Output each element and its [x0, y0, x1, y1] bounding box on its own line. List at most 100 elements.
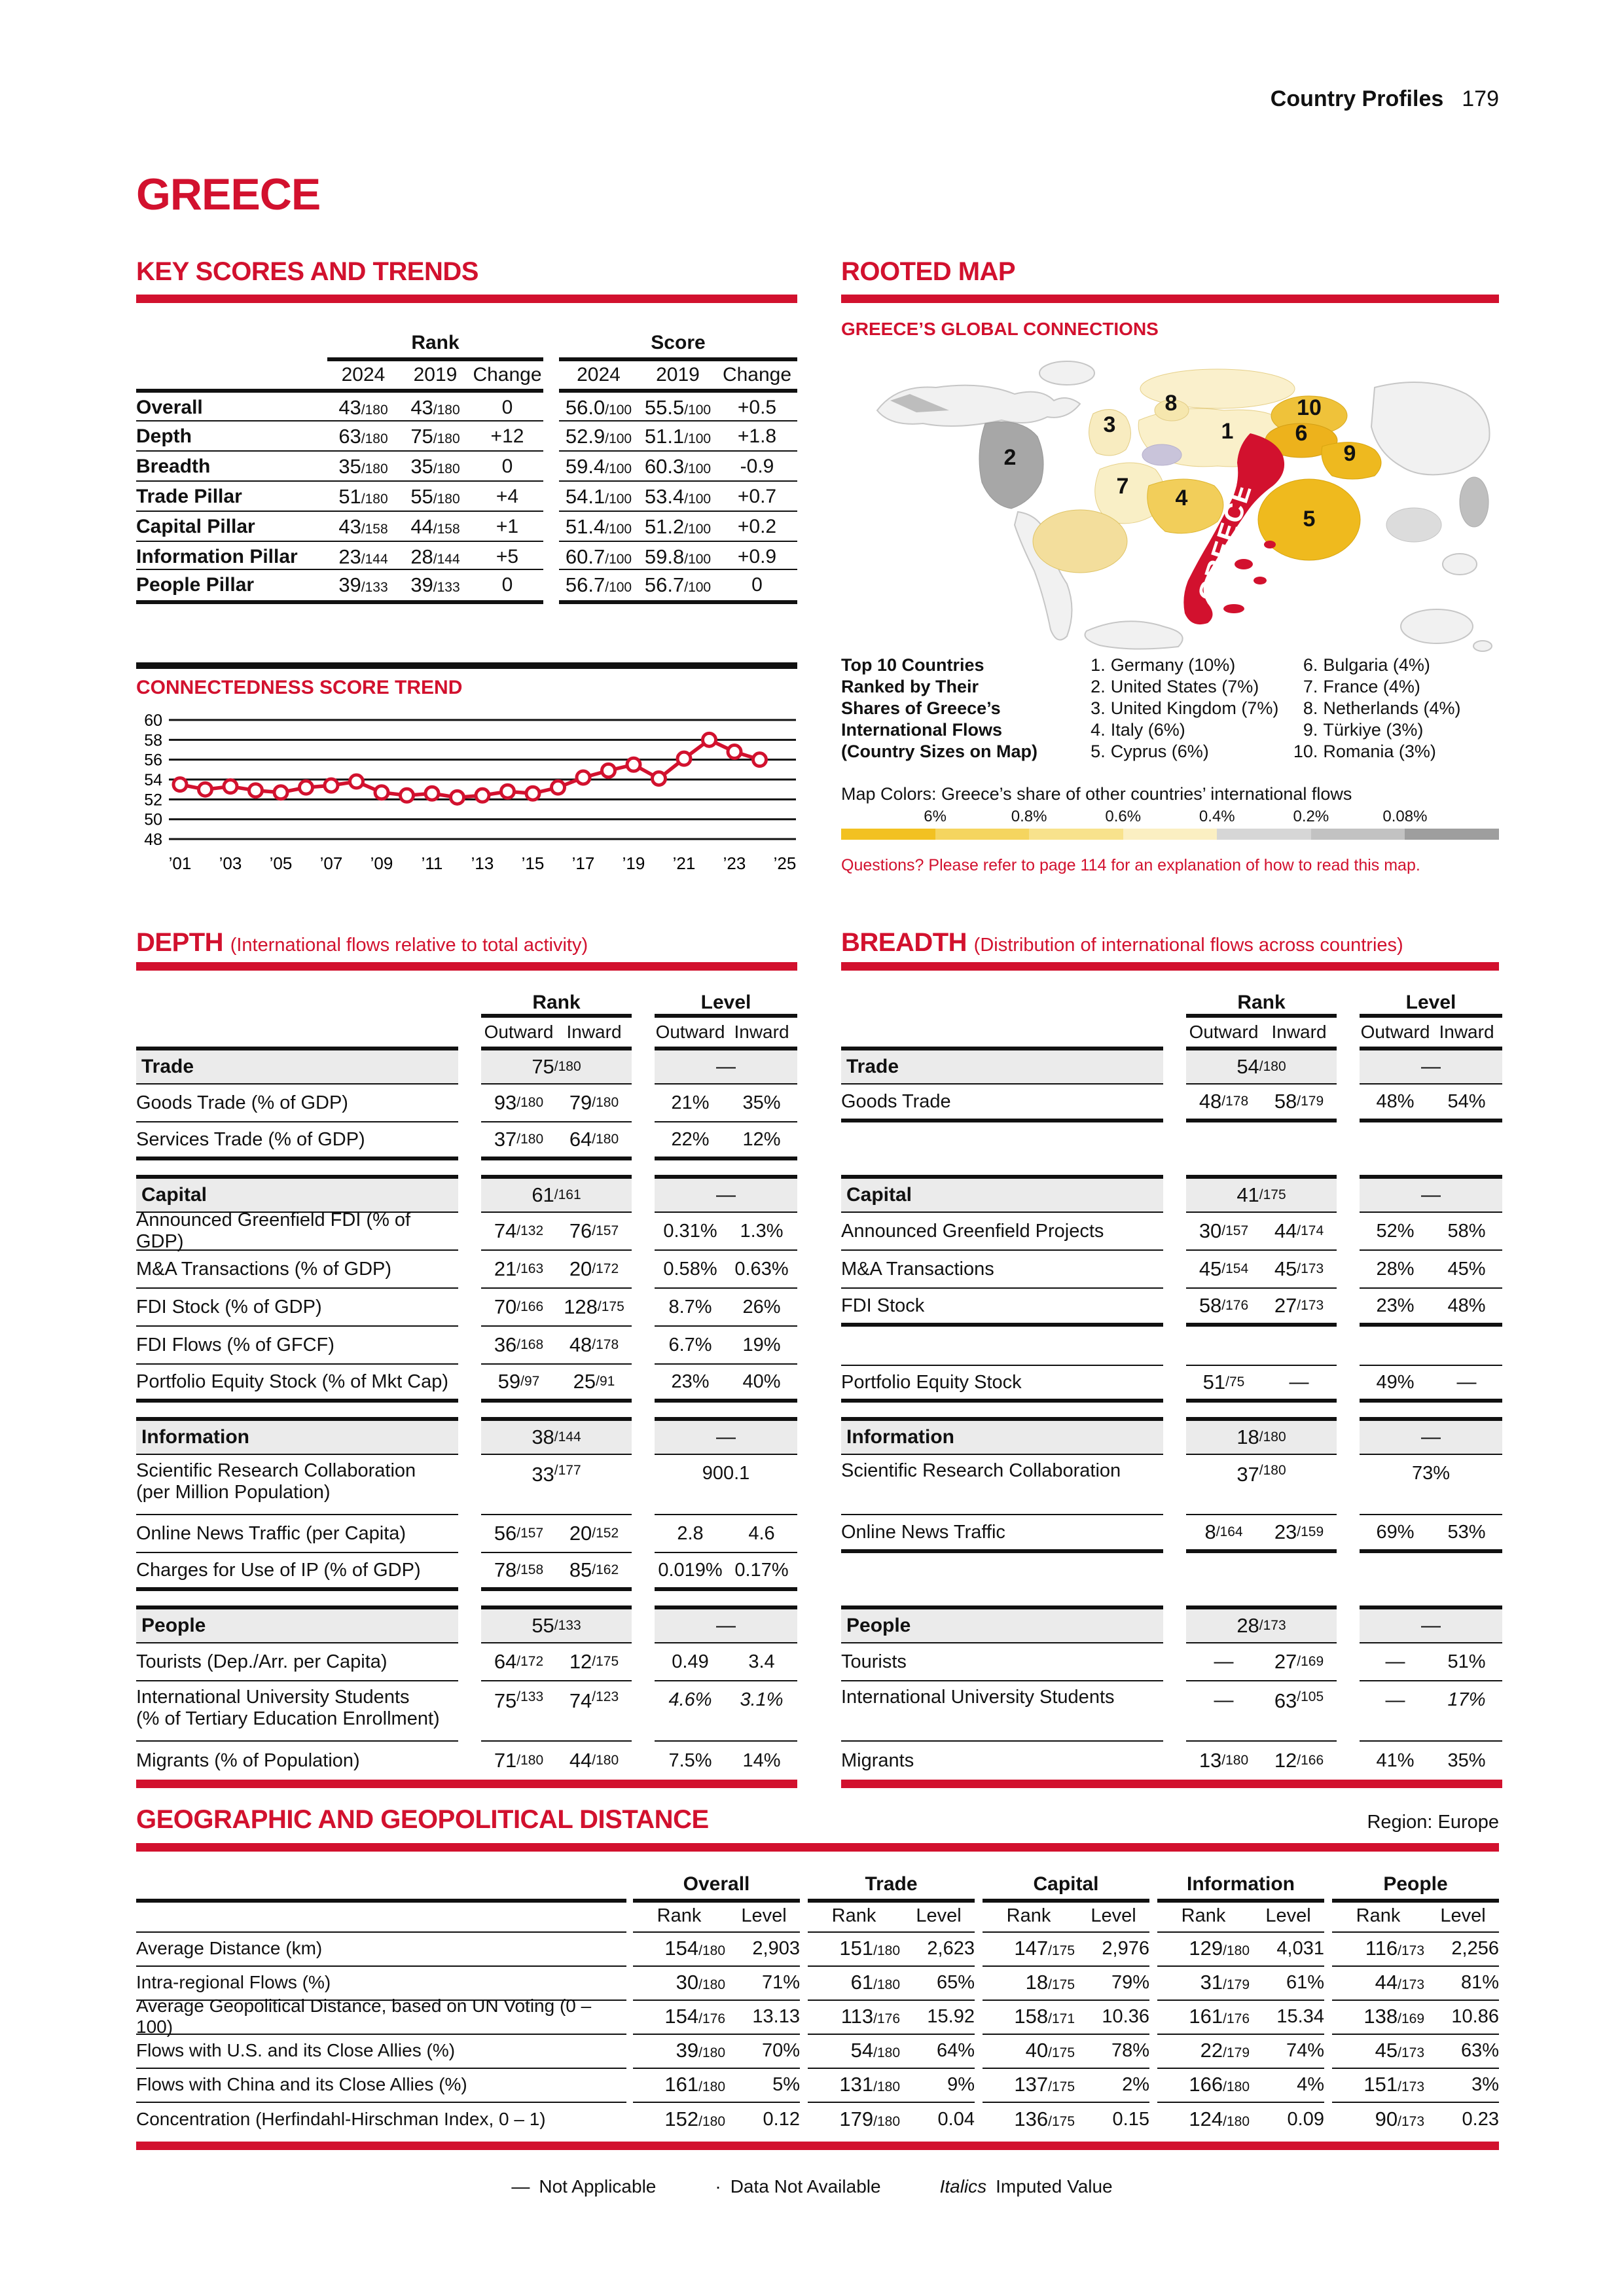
- key-score-row: Information Pillar 23/144 28/144 +5 60.7/100…: [136, 541, 797, 571]
- flow-row: FDI Flows (% of GFCF) 36/168 48/178 6.7% 19%: [136, 1327, 797, 1365]
- page-title: GREECE: [136, 170, 321, 219]
- trend-divider: [136, 662, 797, 669]
- key-scores-rule: [136, 295, 797, 303]
- breadth-title-word: BREADTH: [841, 928, 967, 957]
- footnote-na: — Not Applicable: [511, 2176, 657, 2197]
- geo-rule: [136, 1843, 1499, 1852]
- flow-row: Announced Greenfield FDI (% of GDP) 74/13…: [136, 1210, 797, 1252]
- world-outline-shapes: [876, 361, 1492, 652]
- trend-data-point: [524, 785, 541, 802]
- geo-row: Concentration (Herfindahl-Hirschman Inde…: [136, 2108, 1499, 2130]
- trend-data-point: [171, 776, 189, 793]
- geo-row: Average Distance (km) 154/180 2,903 151/180…: [136, 1932, 1499, 1967]
- trend-data-point: [651, 770, 667, 787]
- breadth-rule: [841, 962, 1499, 971]
- map-marker-8: 8: [1165, 391, 1178, 416]
- flow-section-header: Capital 61/161—: [136, 1175, 797, 1213]
- running-header: Country Profiles 179: [1271, 86, 1499, 112]
- italy-shape: [1147, 478, 1224, 534]
- breadth-title: BREADTH (Distribution of international f…: [841, 928, 1403, 958]
- trend-data-point: [625, 756, 642, 773]
- key-score-row: Capital Pillar 43/158 44/158 +1 51.4/100 51.2…: [136, 511, 797, 541]
- trend-data-point: [399, 787, 415, 804]
- flow-row: M&A Transactions (% of GDP) 21/163 20/172 0…: [136, 1251, 797, 1289]
- flow-row: Migrants (% of Population) 71/180 44/180 7.…: [136, 1749, 781, 1772]
- key-score-row: Overall 43/180 43/180 0 56.0/100 55.5/100 +0.5: [136, 389, 797, 421]
- flow-row: Scientific Research Collaboration (per Mi…: [136, 1455, 797, 1515]
- flow-row: Tourists (Dep./Arr. per Capita) 64/172 12/…: [136, 1643, 797, 1681]
- trend-data-point: [751, 751, 768, 768]
- page-number: 179: [1462, 86, 1499, 111]
- key-sub-header: 2024 2019 Change 2024 2019 Change: [341, 364, 792, 386]
- united-states-shape: [979, 422, 1044, 509]
- trend-data-point: [272, 784, 289, 801]
- top10-item: 3. United Kingdom (7%): [1091, 698, 1279, 718]
- cyprus-shape: [1257, 478, 1361, 561]
- map-legend-bar: [841, 829, 1500, 840]
- india-shape: [1386, 507, 1442, 543]
- flow-row: Goods Trade 48/178 58/179 48% 54%: [841, 1085, 1502, 1122]
- key-scores-table: Rank Score 2024 2019 Change 2024 2019 Change Ove…: [136, 331, 797, 604]
- flow-row: Online News Traffic 8/164 23/159 69% 53%: [841, 1515, 1502, 1553]
- trend-data-point: [373, 784, 390, 801]
- svg-text:’01: ’01: [169, 853, 192, 873]
- footnote-dna: · Data Not Available: [715, 2176, 881, 2197]
- key-score-row: Breadth 35/180 35/180 0 59.4/100 60.3/100 -0.9: [136, 450, 797, 481]
- flow-row: Scientific Research Collaboration 37/180 7…: [841, 1455, 1502, 1515]
- map-marker-10: 10: [1297, 395, 1322, 420]
- top10-item: 8. Netherlands (4%): [1303, 698, 1461, 718]
- svg-text:’03: ’03: [219, 853, 242, 873]
- depth-table: Rank Level Outward Inward Outward Inward Trade…: [136, 992, 797, 1788]
- key-group-header: Rank Score: [136, 331, 797, 361]
- map-note: Questions? Please refer to page 114 for …: [841, 856, 1420, 874]
- region-label: Region: Europe: [1367, 1812, 1499, 1833]
- iberia-shape: [1032, 509, 1128, 573]
- map-marker-5: 5: [1303, 507, 1316, 531]
- map-marker-2: 2: [1004, 445, 1017, 470]
- depth-title-word: DEPTH: [136, 928, 224, 957]
- geo-row: Flows with U.S. and its Close Allies (%)…: [136, 2034, 1499, 2069]
- top10-item: 6. Bulgaria (4%): [1303, 655, 1430, 675]
- flow-section-header: Trade 54/180—: [841, 1047, 1502, 1085]
- trend-data-point: [726, 744, 743, 761]
- top10-item: 7. France (4%): [1303, 677, 1420, 696]
- trend-data-point: [701, 731, 717, 748]
- trend-data-point: [323, 777, 340, 794]
- top10-item: 4. Italy (6%): [1091, 720, 1185, 740]
- flow-section-header: Information 38/144—: [136, 1417, 797, 1455]
- trend-data-point: [575, 769, 592, 786]
- svg-text:’09: ’09: [370, 853, 393, 873]
- geo-row: Flows with China and its Close Allies (%…: [136, 2068, 1499, 2103]
- map-marker-9: 9: [1344, 441, 1356, 466]
- trend-data-point: [474, 787, 491, 804]
- top10-item: 5. Cyprus (6%): [1091, 742, 1209, 761]
- flow-row: International University Students —63/105…: [841, 1681, 1502, 1742]
- map-rank-markers: 1 2 3 4 5 6 7 8 9 10: [1004, 391, 1356, 531]
- trend-data-point: [222, 778, 239, 795]
- flow-row: Announced Greenfield Projects 30/157 44/17…: [841, 1213, 1502, 1251]
- svg-text:56: 56: [144, 751, 162, 770]
- svg-text:’23: ’23: [723, 853, 746, 873]
- svg-text:50: 50: [144, 811, 162, 829]
- connectedness-trend-chart: 60 58 56 54 52 50 48’01’03’05’07’09’11’13’15’1…: [136, 706, 797, 878]
- flow-row: Services Trade (% of GDP) 37/180 64/180 22%…: [136, 1122, 797, 1160]
- greece-shape: [1183, 433, 1285, 625]
- trend-data-point: [600, 762, 617, 779]
- svg-text:’13: ’13: [471, 853, 494, 873]
- svg-text:’05: ’05: [270, 853, 293, 873]
- depth-subtitle: (International flows relative to total a…: [230, 935, 588, 956]
- svg-text:52: 52: [144, 791, 162, 809]
- trend-data-point: [298, 779, 314, 796]
- svg-text:48: 48: [144, 831, 162, 849]
- flow-row: Online News Traffic (per Capita) 56/157 20…: [136, 1515, 797, 1553]
- flow-section-header: People 55/133—: [136, 1605, 797, 1643]
- key-score-row: Trade Pillar 51/180 55/180 +4 54.1/100 53.4/1…: [136, 480, 797, 511]
- breadth-table: Rank Level Outward Inward Outward Inward Trade…: [841, 992, 1502, 1788]
- svg-text:54: 54: [144, 771, 162, 789]
- trend-title: CONNECTEDNESS SCORE TREND: [136, 677, 463, 698]
- top10-column-2: 6. Bulgaria (4%) 7. France (4%) 8. Netherland…: [1286, 655, 1499, 762]
- svg-text:’17: ’17: [572, 853, 595, 873]
- svg-text:’07: ’07: [320, 853, 343, 873]
- flow-row: FDI Stock (% of GDP) 70/166 128/175 8.7% 26%: [136, 1289, 797, 1327]
